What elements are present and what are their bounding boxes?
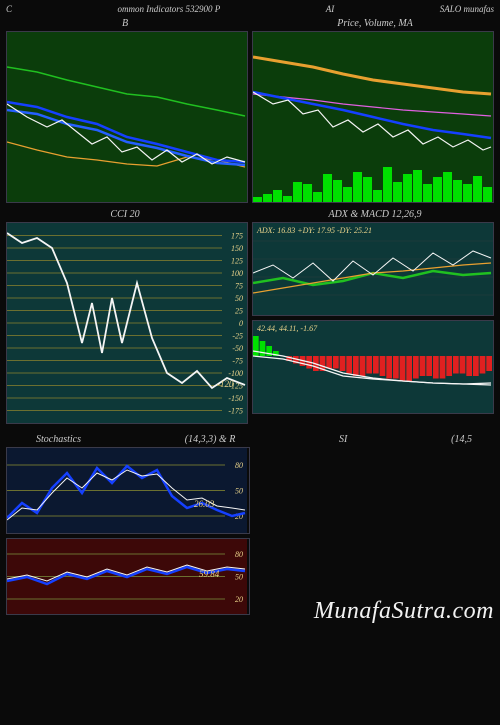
- svg-text:59.84: 59.84: [199, 569, 220, 579]
- hdr-ind: ommon Indicators 532900 P: [118, 4, 221, 14]
- svg-text:80: 80: [235, 550, 243, 559]
- svg-text:-50: -50: [232, 344, 243, 353]
- chart-cci: 1751501251007550250-25-50-75-100-125-150…: [6, 222, 248, 424]
- header-row: C ommon Indicators 532900 P AI SALO muna…: [0, 0, 500, 16]
- svg-text:0: 0: [239, 319, 243, 328]
- stoch-title-row: Stochastics (14,3,3) & R SI (14,5: [0, 428, 500, 447]
- row1-titles: B Price, Volume, MA: [0, 16, 500, 31]
- title-b: B: [0, 18, 250, 29]
- chart-adx: ADX: 16.83 +DY: 17.95 -DY: 25.21: [252, 222, 494, 316]
- chart-row-1: [0, 31, 500, 207]
- svg-text:-120: -120: [217, 379, 234, 389]
- svg-text:175: 175: [231, 232, 243, 241]
- svg-text:50: 50: [235, 487, 243, 496]
- chart-stoch: 80502026.03: [6, 447, 250, 534]
- svg-text:25: 25: [235, 307, 243, 316]
- svg-text:-25: -25: [232, 332, 243, 341]
- svg-text:150: 150: [231, 244, 243, 253]
- hdr-ai: AI: [326, 4, 335, 14]
- title-adx-macd: ADX & MACD 12,26,9: [250, 209, 500, 220]
- chart-row-2: 1751501251007550250-25-50-75-100-125-150…: [0, 222, 500, 428]
- chart-rsi: 80 50 20 59.84: [6, 538, 250, 615]
- stoch-t1: Stochastics: [6, 434, 109, 445]
- adx-macd-col: ADX: 16.83 +DY: 17.95 -DY: 25.21 42.44, …: [250, 222, 496, 428]
- title-price: Price, Volume, MA: [250, 18, 500, 29]
- svg-text:50: 50: [235, 573, 243, 582]
- svg-text:-100: -100: [228, 369, 243, 378]
- svg-text:-150: -150: [228, 394, 243, 403]
- svg-text:42.44, 44.11, -1.67: 42.44, 44.11, -1.67: [257, 324, 318, 333]
- svg-text:-75: -75: [232, 357, 243, 366]
- svg-text:-175: -175: [228, 407, 243, 416]
- hdr-salo: SALO munafas: [440, 4, 494, 14]
- svg-text:20: 20: [235, 595, 243, 604]
- stoch-t3: SI: [339, 434, 375, 445]
- hdr-c: C: [6, 4, 12, 14]
- stoch-t4: (14,5: [451, 434, 500, 445]
- svg-text:75: 75: [235, 282, 243, 291]
- title-cci: CCI 20: [0, 209, 250, 220]
- row2-titles: CCI 20 ADX & MACD 12,26,9: [0, 207, 500, 222]
- chart-price: [252, 31, 494, 203]
- svg-text:26.03: 26.03: [194, 499, 215, 509]
- chart-macd: 42.44, 44.11, -1.67: [252, 320, 494, 414]
- chart-b: [6, 31, 248, 203]
- svg-text:50: 50: [235, 294, 243, 303]
- chart-row-3: 80 50 20 26.03 80 50 20 59.84: [0, 447, 500, 615]
- stoch-t2: (14,3,3) & R: [185, 434, 264, 445]
- svg-text:100: 100: [231, 269, 243, 278]
- svg-text:ADX: 16.83 +DY: 17.95 -DY: 25.: ADX: 16.83 +DY: 17.95 -DY: 25.21: [256, 226, 372, 235]
- svg-text:125: 125: [231, 257, 243, 266]
- svg-text:80: 80: [235, 461, 243, 470]
